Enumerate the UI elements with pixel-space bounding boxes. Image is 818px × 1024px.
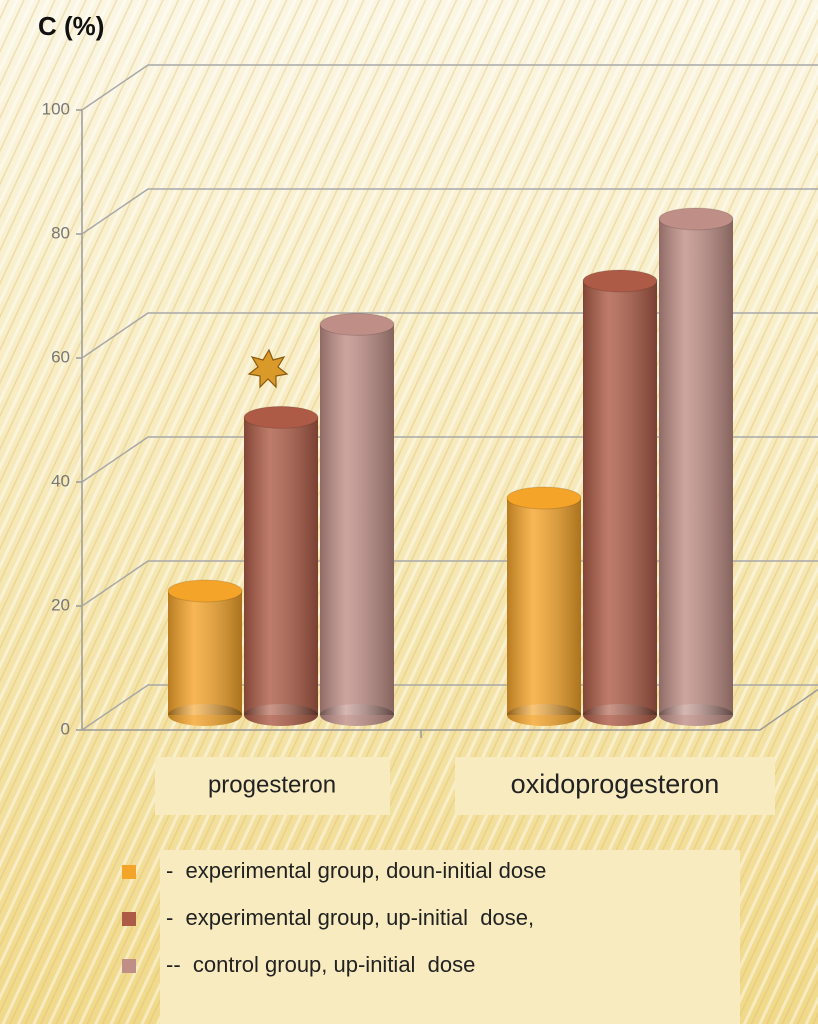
x-tick-label: progesteron: [208, 771, 336, 798]
bar-shade: [168, 591, 242, 715]
bar-top: [167, 579, 243, 603]
plot: 0 20 40 60 80 100 progesteron oxidoprogesteron -…: [42, 64, 818, 977]
category-box: [455, 757, 775, 815]
category-box: [155, 757, 390, 815]
bar-top: [243, 405, 319, 429]
bar-shade-bottom: [507, 704, 581, 726]
bar-top: [582, 269, 658, 293]
significance-star: [247, 348, 289, 389]
legend-label: - experimental group, doun-initial dose: [166, 858, 546, 883]
legend-box: [160, 850, 740, 1024]
x-tick-label: oxidoprogesteron: [511, 769, 720, 799]
bar-shade: [659, 219, 733, 715]
bar-shade: [244, 417, 318, 715]
grid-line: [81, 188, 818, 235]
y-tick-label: 20: [51, 595, 70, 614]
legend-label: -- control group, up-initial dose: [166, 952, 475, 977]
legend-swatch: [122, 865, 136, 879]
y-tick-label: 100: [42, 99, 70, 118]
bar-shade: [507, 498, 581, 715]
legend-label: - experimental group, up-initial dose,: [166, 905, 534, 930]
bar-top: [319, 312, 395, 336]
grid-line: [81, 64, 818, 111]
bar-shade-bottom: [168, 704, 242, 726]
y-tick-label: 80: [51, 223, 70, 242]
legend-swatch: [122, 912, 136, 926]
bar-shade-bottom: [320, 704, 394, 726]
bar-top: [506, 486, 582, 510]
bar-top: [658, 207, 734, 231]
bar-shade-bottom: [244, 704, 318, 726]
y-tick-label: 60: [51, 347, 70, 366]
floor-edge: [759, 688, 818, 731]
bar-shade: [320, 324, 394, 715]
chart-title: C (%): [38, 11, 104, 41]
bar-shade: [583, 281, 657, 715]
bar-shade-bottom: [583, 704, 657, 726]
bar-shade-bottom: [659, 704, 733, 726]
y-tick-label: 0: [61, 719, 70, 738]
y-tick-label: 40: [51, 471, 70, 490]
legend-swatch: [122, 959, 136, 973]
